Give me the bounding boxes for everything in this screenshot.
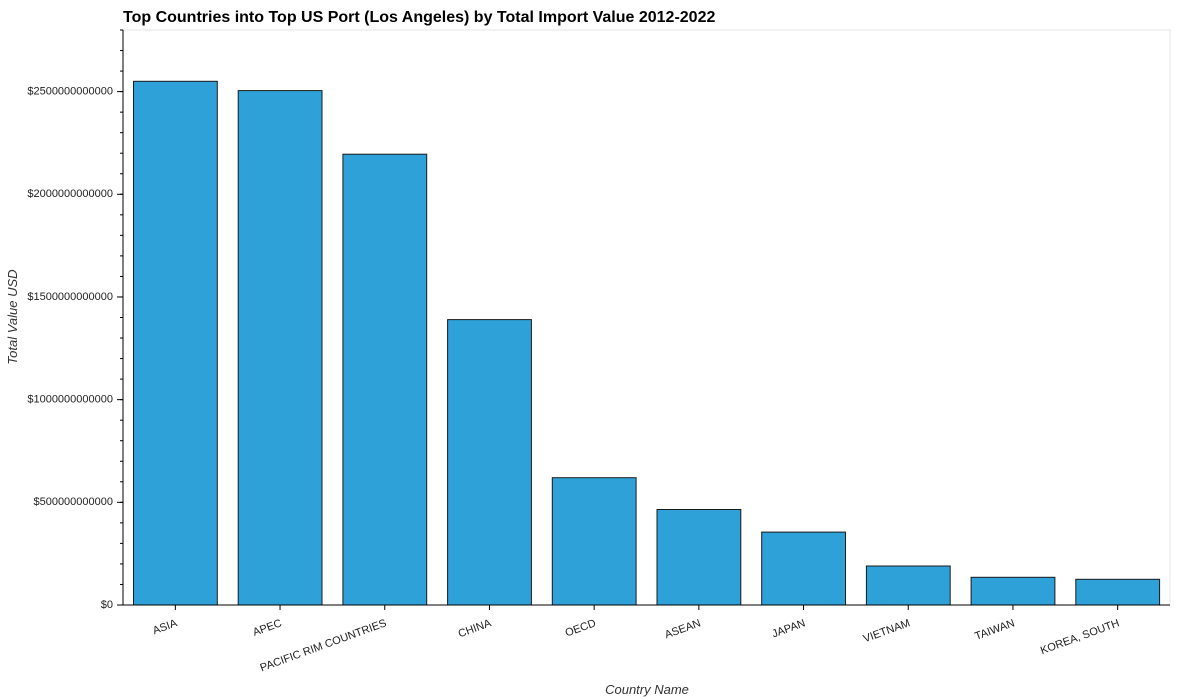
- bar-asia: [133, 80, 218, 606]
- bar-korea-south: [1075, 578, 1161, 606]
- y-axis: $0 $500000000000 $1000000000000 $1500000000…: [27, 29, 124, 611]
- y-tick-label: $500000000000: [33, 496, 113, 508]
- bar-vietnam: [865, 565, 951, 606]
- y-tick-label: $1500000000000: [27, 291, 113, 303]
- y-tick-label: $1000000000000: [27, 394, 113, 406]
- x-tick-label: APEC: [251, 617, 283, 639]
- bar-pacific-rim-countries: [342, 153, 428, 606]
- x-tick-label: OECD: [564, 617, 598, 639]
- bar-oecd: [551, 477, 637, 606]
- chart-title: Top Countries into Top US Port (Los Ange…: [123, 9, 715, 26]
- bar-asean: [656, 509, 742, 606]
- bars-group: [133, 80, 1161, 606]
- y-axis-label: Total Value USD: [5, 269, 20, 364]
- y-tick-label: $2000000000000: [27, 188, 113, 200]
- x-tick-label: ASEAN: [663, 617, 702, 641]
- bar-japan: [761, 531, 847, 606]
- x-tick-label: TAIWAN: [973, 617, 1016, 643]
- y-tick-label: $0: [101, 599, 113, 611]
- x-tick-label: JAPAN: [770, 617, 807, 640]
- x-tick-label: CHINA: [457, 617, 494, 640]
- bar-china: [447, 319, 532, 606]
- y-tick-label: $2500000000000: [27, 86, 113, 98]
- bar-apec: [237, 90, 323, 606]
- x-tick-label: KOREA, SOUTH: [1039, 617, 1121, 657]
- x-tick-label: VIETNAM: [862, 617, 912, 645]
- x-tick-label: ASIA: [151, 617, 179, 637]
- bar-taiwan: [970, 576, 1056, 606]
- x-axis-label: Country Name: [605, 682, 689, 697]
